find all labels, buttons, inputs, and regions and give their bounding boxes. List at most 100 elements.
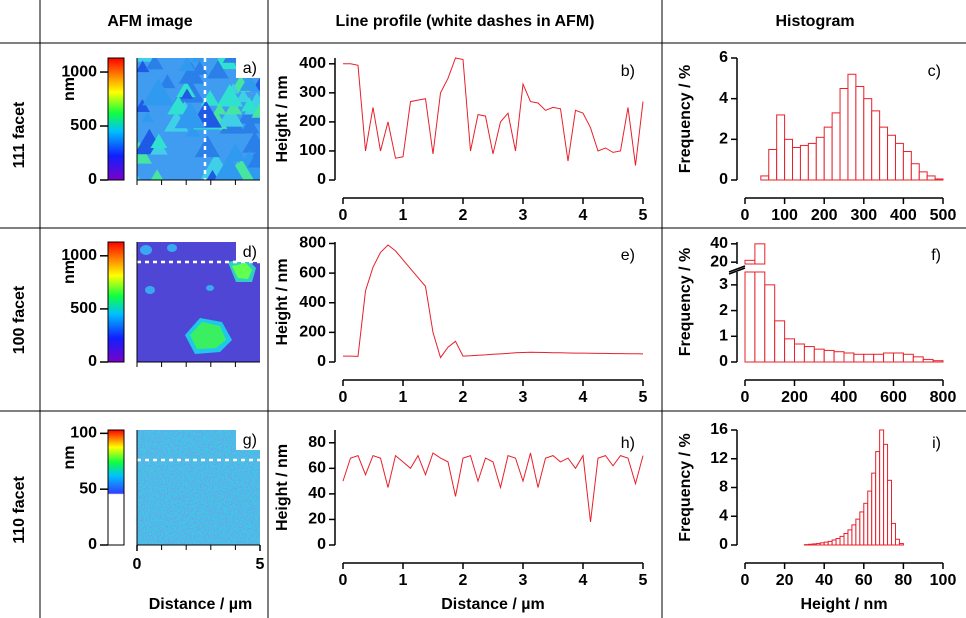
bar (815, 136, 825, 181)
afm-grain (206, 59, 229, 79)
x-tick-label: 0 (339, 572, 348, 589)
x-axis-label: Height / nm (800, 596, 887, 613)
y-tick-label: 40 (308, 485, 326, 502)
x-tick-label: 80 (895, 572, 913, 589)
x-tick-label: 4 (579, 207, 588, 224)
x-tick-label: 20 (776, 572, 794, 589)
y-tick-label: 6 (719, 49, 728, 66)
x-tick-label: 400 (890, 207, 917, 224)
x-tick-label: 800 (930, 389, 957, 406)
panel-label-box (236, 430, 260, 450)
bar (894, 142, 904, 181)
colorbar-tick-label: 0 (88, 171, 97, 188)
bar (883, 443, 889, 546)
y-tick-label: 80 (308, 434, 326, 451)
y-tick-label: 0 (317, 536, 326, 553)
y-axis-label: Frequency / % (677, 433, 694, 541)
bar (843, 533, 849, 546)
y-tick-label: 0 (317, 353, 326, 370)
bar (918, 171, 928, 181)
x-axis-label: Distance / µm (441, 596, 544, 613)
x-tick-label: 3 (519, 207, 528, 224)
y-tick-label: 200 (299, 113, 326, 130)
bar (875, 451, 881, 546)
afm-grain (167, 95, 190, 115)
x-tick-label: 400 (831, 389, 858, 406)
row-label: 110 facet (11, 476, 28, 544)
y-tick-label: 2 (719, 131, 728, 148)
colorbar-tick-label: 50 (79, 480, 97, 497)
y-axis-label: Height / nm (274, 444, 291, 531)
afm-grain (206, 169, 219, 180)
colorbar-tick-label: 500 (70, 117, 97, 134)
x-tick-label: 0 (741, 207, 750, 224)
x-tick-label: 4 (579, 572, 588, 589)
afm-grain (235, 89, 251, 103)
bar (823, 541, 829, 546)
bar (794, 343, 805, 363)
bar (934, 178, 944, 181)
bar (744, 259, 756, 265)
bar (932, 360, 944, 363)
y-axis-label: Frequency / % (677, 65, 694, 173)
afm-grain (137, 99, 150, 112)
bar (811, 543, 817, 546)
afm-grain (180, 88, 194, 99)
bar (807, 142, 817, 181)
x-tick-label: 0 (339, 389, 348, 406)
column-header: Histogram (775, 13, 854, 30)
bar (855, 85, 865, 181)
colorbar (107, 57, 125, 181)
bar (910, 163, 920, 181)
afm-grain (216, 83, 243, 107)
bar (815, 543, 821, 546)
x-tick-label: 500 (930, 207, 957, 224)
y-axis-label: Frequency / % (677, 248, 694, 356)
bar (831, 539, 837, 546)
bar (803, 346, 815, 363)
afm-grain (214, 155, 244, 180)
y-tick-label: 0 (317, 171, 326, 188)
colorbar (107, 241, 125, 363)
afm-grain (150, 169, 164, 180)
colorbar-label: nm (61, 77, 78, 101)
bar (873, 353, 885, 363)
x-tick-label: 100 (771, 207, 798, 224)
x-tick-label: 3 (519, 572, 528, 589)
panel-label: f) (931, 247, 941, 264)
bar (891, 522, 896, 546)
bar (879, 126, 889, 181)
x-tick-label: 2 (459, 572, 468, 589)
bar (893, 352, 904, 363)
profile (342, 452, 644, 523)
bar (871, 472, 877, 546)
x-tick-label: 3 (519, 389, 528, 406)
x-tick-label: 5 (256, 556, 265, 573)
bar (922, 358, 934, 363)
x-tick-label: 2 (459, 389, 468, 406)
bar (894, 538, 900, 546)
afm-grain (212, 102, 227, 115)
bar (839, 535, 845, 546)
x-tick-label: 100 (930, 572, 957, 589)
afm-grain (174, 101, 206, 129)
bar (912, 356, 924, 363)
y-tick-label: 1 (719, 328, 728, 345)
afm-grain (217, 104, 244, 127)
bar (768, 149, 778, 181)
bar (784, 138, 794, 181)
afm-grain (178, 62, 205, 84)
afm-grain (145, 286, 155, 294)
bar (853, 353, 865, 363)
panel-label: g) (243, 432, 257, 449)
y-tick-label: 12 (710, 450, 728, 467)
panel-label: d) (243, 244, 257, 261)
x-tick-label: 4 (579, 389, 588, 406)
x-tick-label: 600 (880, 389, 907, 406)
panel-label-box (236, 58, 260, 78)
x-tick-label: 0 (339, 207, 348, 224)
y-tick-label: 4 (719, 90, 728, 107)
x-tick-label: 1 (399, 389, 408, 406)
